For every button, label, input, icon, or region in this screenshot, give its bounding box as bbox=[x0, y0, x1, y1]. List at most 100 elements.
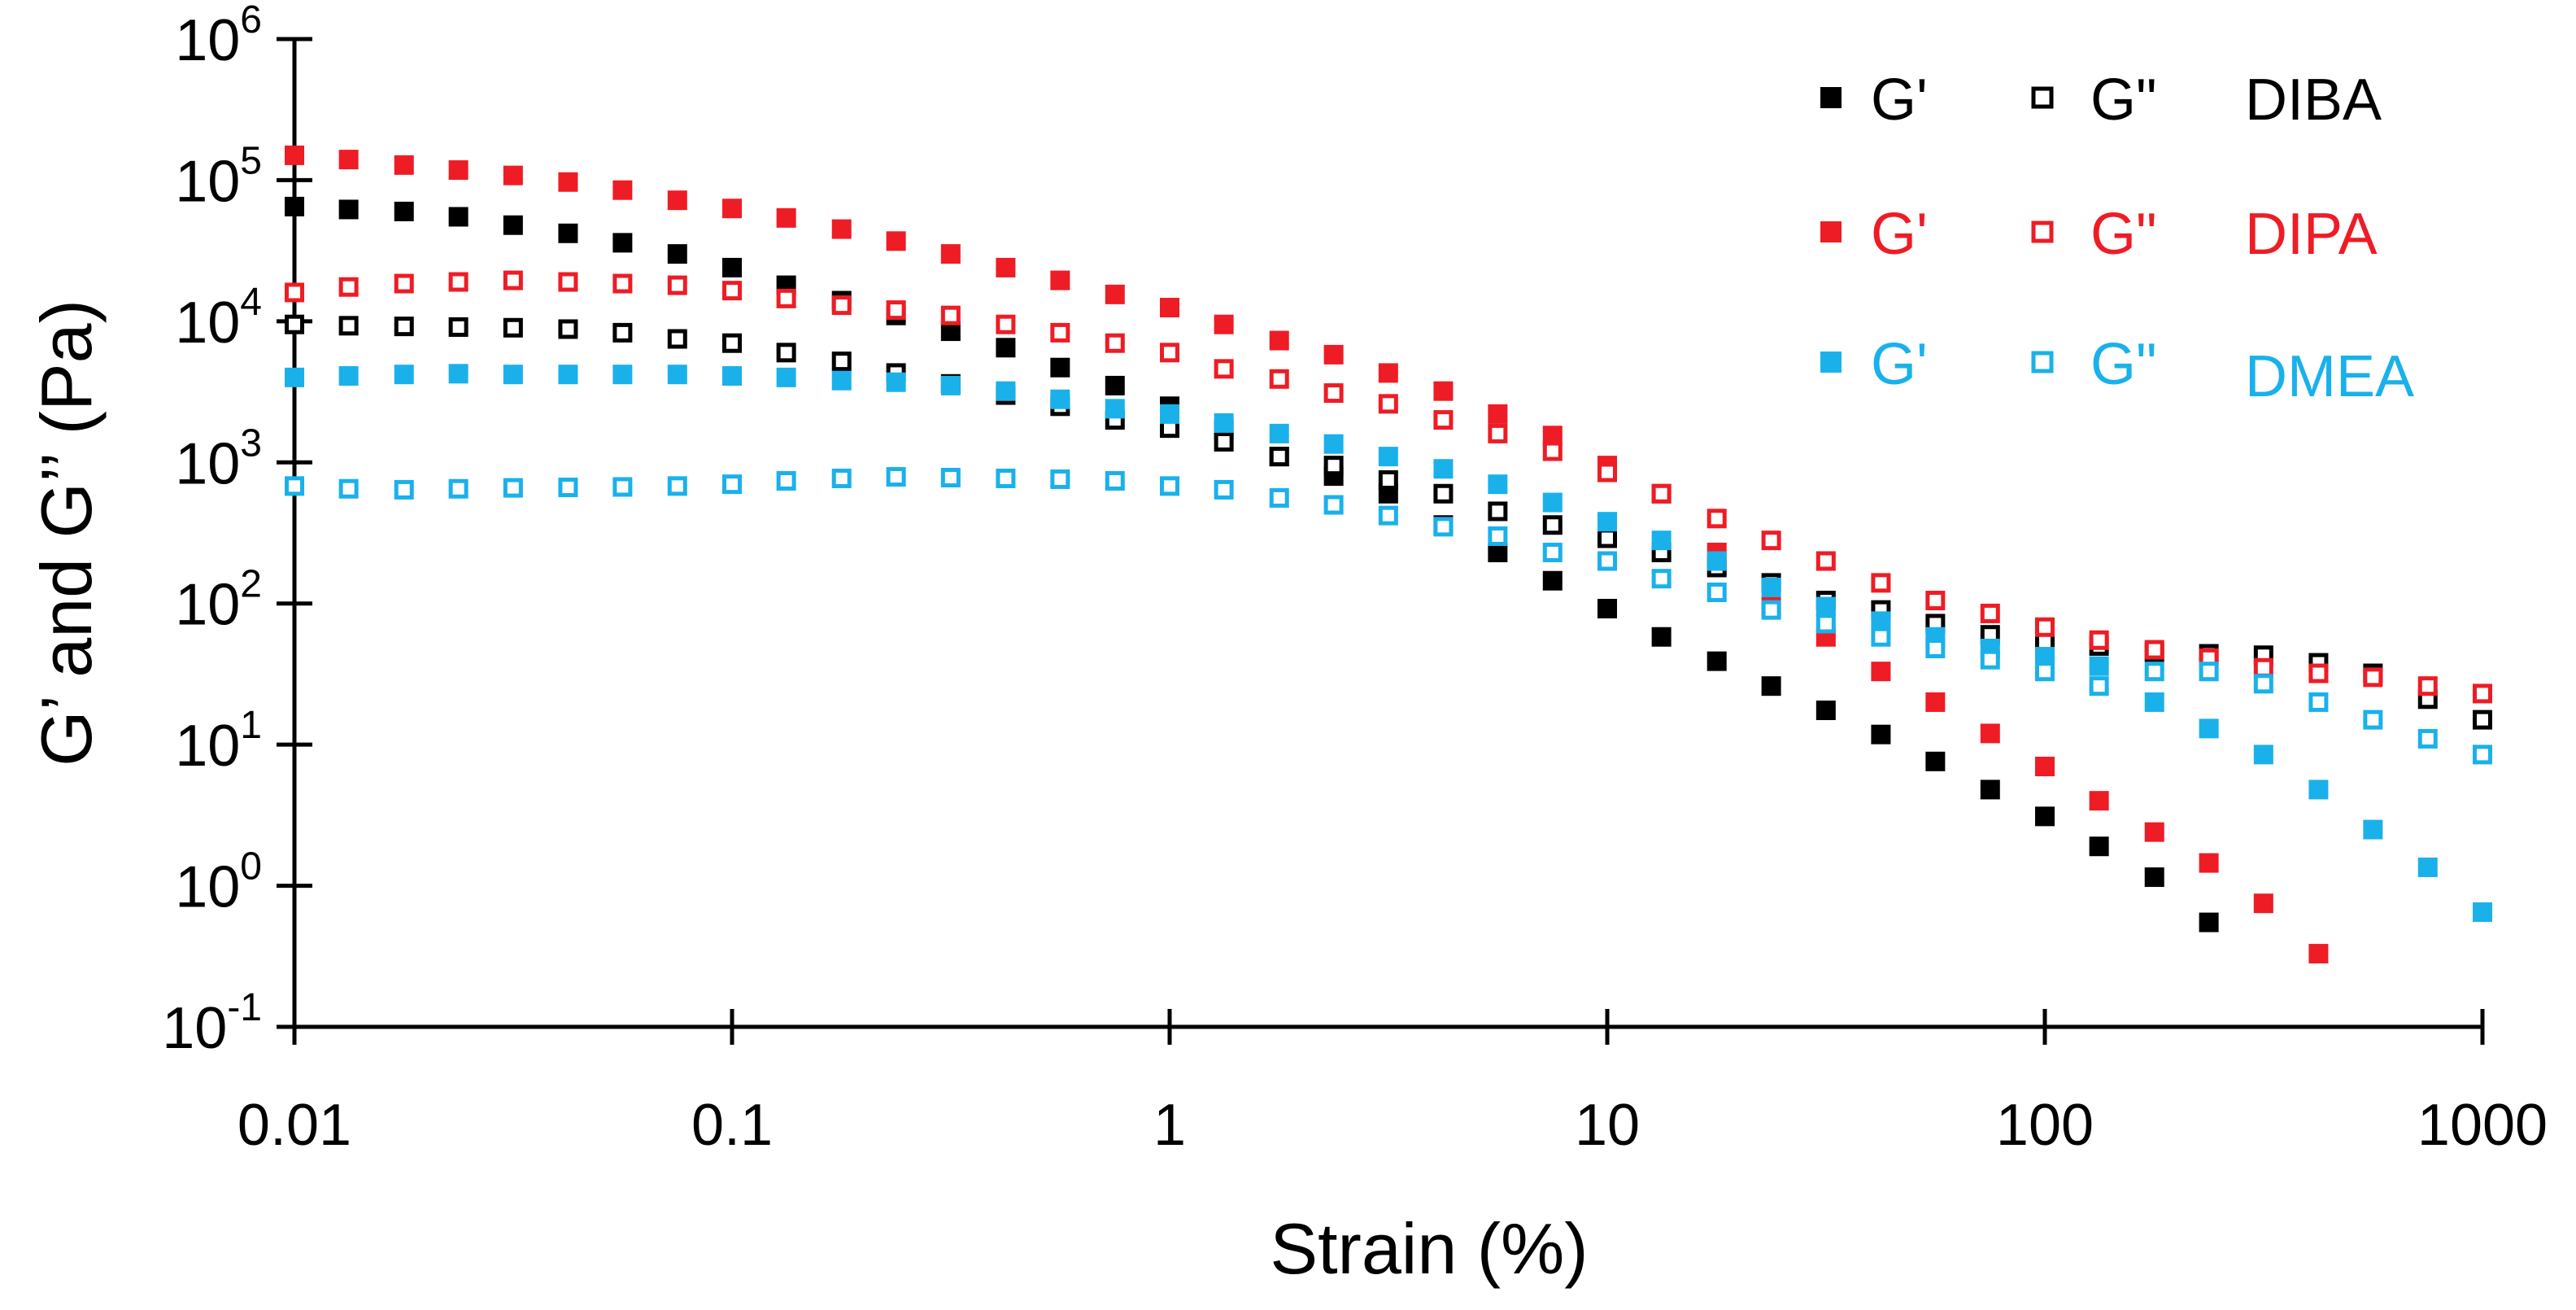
data-point bbox=[2089, 630, 2109, 650]
data-point bbox=[1050, 389, 1070, 409]
data-point bbox=[1378, 394, 1398, 414]
data-point bbox=[503, 317, 523, 338]
legend-label-storage: G' bbox=[1871, 68, 1928, 133]
data-point bbox=[338, 199, 359, 220]
data-point bbox=[667, 244, 687, 264]
data-point bbox=[2199, 912, 2219, 932]
y-tick-label: 10-1 bbox=[162, 986, 262, 1061]
data-point bbox=[1105, 375, 1125, 395]
data-point bbox=[940, 467, 961, 487]
data-point bbox=[1871, 662, 1891, 682]
data-point bbox=[776, 343, 796, 363]
data-point bbox=[1815, 614, 1836, 634]
data-point bbox=[2308, 944, 2329, 964]
data-point bbox=[2308, 663, 2329, 683]
y-tick-label: 102 bbox=[175, 563, 262, 638]
data-point bbox=[2144, 662, 2164, 682]
data-point bbox=[1925, 638, 1946, 658]
data-point bbox=[831, 295, 852, 316]
data-point bbox=[1488, 404, 1508, 424]
data-point bbox=[1871, 724, 1891, 745]
y-tick-exponent: 6 bbox=[240, 0, 262, 41]
data-point bbox=[2417, 857, 2438, 877]
data-point bbox=[2253, 657, 2273, 678]
data-point bbox=[1488, 501, 1508, 522]
data-point bbox=[1214, 413, 1234, 433]
x-tick-label: 1000 bbox=[2417, 1093, 2548, 1158]
data-point bbox=[1105, 284, 1125, 304]
data-point bbox=[1651, 627, 1672, 647]
legend-row-dipa: G' G" DIPA bbox=[1820, 202, 2378, 267]
data-point bbox=[558, 478, 578, 498]
data-point bbox=[2417, 676, 2438, 696]
data-point bbox=[1378, 363, 1398, 383]
legend-row-dmea: G' G" DMEA bbox=[1820, 332, 2414, 409]
y-tick-exponent: 1 bbox=[240, 704, 262, 747]
data-point bbox=[503, 165, 523, 186]
data-point bbox=[394, 479, 414, 500]
legend-label-sample: DMEA bbox=[2245, 344, 2414, 409]
data-point bbox=[1871, 627, 1891, 647]
ticks: 0.01 0.1 1 10 100 100010-11001011021031041051… bbox=[162, 0, 2548, 1158]
y-tick-base: 10 bbox=[175, 431, 240, 496]
data-point bbox=[667, 275, 687, 295]
data-point bbox=[886, 300, 906, 321]
data-point bbox=[722, 281, 742, 301]
series-dipa-loss bbox=[285, 270, 2492, 704]
data-point bbox=[1160, 343, 1179, 363]
data-point bbox=[1050, 322, 1070, 343]
data-point bbox=[2144, 867, 2164, 888]
data-point bbox=[2144, 692, 2164, 712]
data-point bbox=[886, 372, 906, 392]
data-point bbox=[448, 317, 469, 337]
data-point bbox=[448, 364, 469, 384]
data-point bbox=[1160, 298, 1179, 318]
data-point bbox=[2363, 667, 2383, 688]
y-tick-exponent: 2 bbox=[240, 563, 262, 606]
data-point bbox=[2035, 662, 2055, 682]
data-point bbox=[722, 474, 742, 495]
data-point bbox=[1323, 344, 1344, 365]
y-tick-label: 101 bbox=[175, 704, 262, 779]
data-point bbox=[558, 365, 578, 385]
y-tick-base: 10 bbox=[175, 149, 240, 214]
data-point bbox=[1542, 492, 1563, 513]
y-tick-exponent: 4 bbox=[240, 281, 262, 324]
data-point bbox=[285, 196, 304, 216]
data-point bbox=[1542, 441, 1563, 461]
legend-label-loss: G" bbox=[2090, 202, 2157, 267]
legend-marker-filled bbox=[1820, 221, 1842, 242]
data-point bbox=[1815, 551, 1836, 571]
data-point bbox=[776, 470, 796, 491]
data-point bbox=[1433, 410, 1454, 430]
data-points bbox=[285, 145, 2492, 964]
y-tick-exponent: 0 bbox=[240, 845, 262, 889]
data-point bbox=[2417, 728, 2438, 749]
data-point bbox=[996, 257, 1016, 277]
y-tick-label: 104 bbox=[175, 281, 262, 356]
data-point bbox=[1050, 270, 1070, 290]
data-point bbox=[2089, 676, 2109, 696]
legend-marker-filled bbox=[1820, 352, 1842, 373]
data-point bbox=[1269, 487, 1289, 508]
data-point bbox=[1433, 483, 1454, 504]
data-point bbox=[1269, 330, 1289, 351]
data-point bbox=[1761, 577, 1781, 597]
data-point bbox=[831, 468, 852, 488]
data-point bbox=[1761, 676, 1781, 696]
legend-row-diba: G' G" DIBA bbox=[1820, 68, 2382, 133]
data-point bbox=[338, 478, 359, 499]
data-point bbox=[558, 319, 578, 339]
data-point bbox=[667, 476, 687, 496]
data-point bbox=[612, 322, 633, 343]
data-point bbox=[1815, 596, 1836, 617]
y-tick-base: 10 bbox=[162, 996, 227, 1061]
y-tick-label: 100 bbox=[175, 845, 262, 920]
data-point bbox=[1597, 551, 1617, 571]
data-point bbox=[1050, 469, 1070, 489]
data-point bbox=[722, 333, 742, 353]
data-point bbox=[2363, 819, 2383, 840]
y-tick-base: 10 bbox=[175, 714, 240, 779]
data-point bbox=[2035, 617, 2055, 637]
data-point bbox=[1651, 569, 1672, 589]
